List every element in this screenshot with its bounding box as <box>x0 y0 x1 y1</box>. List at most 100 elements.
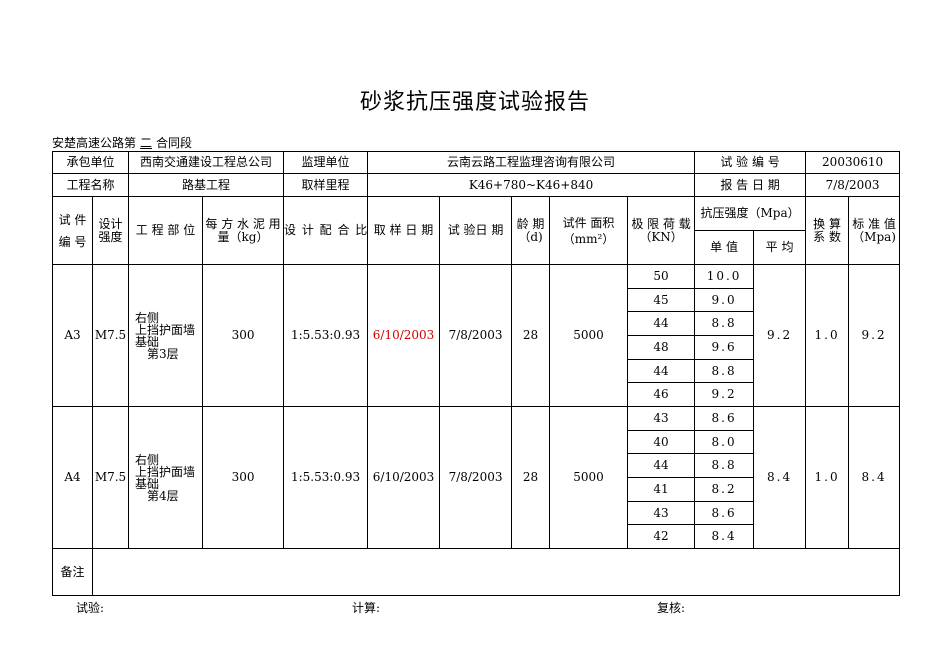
load-value: 40 <box>627 430 696 454</box>
sample-part-line: 上挡护面墙 <box>135 322 196 337</box>
header-part: 工 程 部 位 <box>128 196 204 265</box>
single-strength: 8.8 <box>694 453 755 478</box>
sample-ratio: 1:5.53:0.93 <box>283 264 369 407</box>
contractor-label: 承包单位 <box>51 151 130 174</box>
load-value: 45 <box>627 288 696 312</box>
header-avg: 平 均 <box>753 230 807 265</box>
load-value: 42 <box>627 524 696 549</box>
header-grade: 设计 强度 <box>91 196 130 265</box>
contract-prefix: 安楚高速公路第 <box>52 136 137 150</box>
single-strength: 8.8 <box>694 311 755 336</box>
test-no-label: 试 验 编 号 <box>694 151 807 174</box>
station-label: 取样里程 <box>283 173 369 197</box>
load-value: 44 <box>627 311 696 336</box>
single-strength: 8.0 <box>694 430 755 454</box>
header-ratio: 设 计 配 合 比 <box>283 196 369 265</box>
load-value: 43 <box>627 501 696 525</box>
sample-row: 48 9.6 <box>53 335 900 360</box>
sample-id: A3 <box>52 264 93 407</box>
sample-row: 44 8.8 <box>53 359 900 383</box>
sample-part-line: 第3层 <box>147 346 179 361</box>
contract-section: 安楚高速公路第二合同段 <box>52 134 192 151</box>
sample-row: 45 9.0 <box>53 288 900 312</box>
supervisor-label: 监理单位 <box>283 151 369 174</box>
report-date-label: 报 告 日 期 <box>694 173 807 197</box>
test-date: 7/8/2003 <box>439 406 513 549</box>
load-value: 50 <box>627 264 696 289</box>
sample-part-line: 第4层 <box>147 488 179 503</box>
sample-row: 41 8.2 <box>53 477 900 502</box>
report-title: 砂浆抗压强度试验报告 <box>359 90 590 115</box>
sample-date: 6/10/2003 <box>367 406 441 549</box>
sample-date: 6/10/2003 <box>367 264 441 407</box>
single-strength: 8.4 <box>694 524 755 549</box>
contract-suffix: 合同段 <box>156 136 193 150</box>
sample-part-line: 上挡护面墙 <box>135 464 196 479</box>
strength-avg: 8.4 <box>753 406 807 549</box>
sample-grade: M7.5 <box>91 264 130 407</box>
supervisor-value: 云南云路工程监理咨询有限公司 <box>367 151 696 174</box>
single-strength: 8.6 <box>694 501 755 525</box>
header-sample-date: 取 样 日 期 <box>367 196 441 265</box>
header-area: 试件 面积 （mm²） <box>549 196 629 265</box>
sample-part-line: 基础 <box>135 476 160 491</box>
strength-std: 8.4 <box>848 406 901 549</box>
remarks-label: 备注 <box>52 548 93 596</box>
single-strength: 9.6 <box>694 335 755 360</box>
single-strength: 8.2 <box>694 477 755 502</box>
load-value: 46 <box>627 382 696 407</box>
sample-age: 28 <box>511 406 551 549</box>
sample-part-line: 右侧 <box>135 310 160 325</box>
header-factor: 换 算 系 数 <box>805 196 850 265</box>
header-id: 试 件 编 号 <box>52 196 93 265</box>
sample-part: 右侧 上挡护面墙 基础 第4层 <box>128 406 204 549</box>
sample-cement: 300 <box>202 264 285 407</box>
sample-part-line: 基础 <box>135 334 160 349</box>
footer-calculator: 计算: <box>352 601 381 615</box>
single-strength: 8.8 <box>694 359 755 383</box>
sample-row: 44 8.8 <box>53 453 900 478</box>
load-value: 41 <box>627 477 696 502</box>
sample-ratio: 1:5.53:0.93 <box>283 406 369 549</box>
sample-part-line: 右侧 <box>135 452 160 467</box>
load-value: 48 <box>627 335 696 360</box>
strength-std: 9.2 <box>848 264 901 407</box>
single-strength: 9.0 <box>694 288 755 312</box>
header-cement: 每 方 水 泥 用 量（kg） <box>202 196 285 265</box>
sample-cement: 300 <box>202 406 285 549</box>
header-age: 龄 期（d) <box>511 196 551 265</box>
footer-reviewer: 复核: <box>657 601 686 615</box>
single-strength: 9.2 <box>694 382 755 407</box>
load-value: 44 <box>627 453 696 478</box>
test-no-value: 20030610 <box>805 151 901 174</box>
strength-avg: 9.2 <box>753 264 807 407</box>
header-single: 单 值 <box>694 230 755 265</box>
contract-section-number: 二 <box>140 136 153 150</box>
header-load: 极 限 荷 载（KN） <box>627 196 696 265</box>
header-test-date: 试 验日 期 <box>439 196 513 265</box>
report-date-value: 7/8/2003 <box>805 173 901 197</box>
report-table: 承包单位 西南交通建设工程总公司 监理单位 云南云路工程监理咨询有限公司 试 验… <box>51 151 901 596</box>
footer-tester: 试验: <box>76 601 105 615</box>
strength-factor: 1.0 <box>805 406 850 549</box>
project-value: 路基工程 <box>128 173 285 197</box>
load-value: 43 <box>627 406 696 431</box>
contractor-value: 西南交通建设工程总公司 <box>128 151 285 174</box>
sample-age: 28 <box>511 264 551 407</box>
project-label: 工程名称 <box>51 173 130 197</box>
sample-area: 5000 <box>549 406 629 549</box>
strength-factor: 1.0 <box>805 264 850 407</box>
header-strength: 抗压强度（Mpa） <box>694 196 807 231</box>
load-value: 44 <box>627 359 696 383</box>
remarks-value <box>91 548 901 596</box>
sample-row: A4 M7.5 右侧 上挡护面墙 基础 第4层 300 1:5.53:0.93 6/10/200… <box>52 406 901 549</box>
sample-grade: M7.5 <box>91 406 130 549</box>
station-value: K46+780~K46+840 <box>367 173 696 197</box>
single-strength: 10.0 <box>694 264 755 289</box>
sample-row: 46 9.2 <box>53 382 900 407</box>
header-std: 标 准 值 （Mpa) <box>848 196 901 265</box>
test-date: 7/8/2003 <box>439 264 513 407</box>
sample-row: A3 M7.5 右侧 上挡护面墙 基础 第3层 300 1:5.53:0.93 6/10/200… <box>52 264 901 407</box>
sample-part: 右侧 上挡护面墙 基础 第3层 <box>128 264 204 407</box>
sample-area: 5000 <box>549 264 629 407</box>
